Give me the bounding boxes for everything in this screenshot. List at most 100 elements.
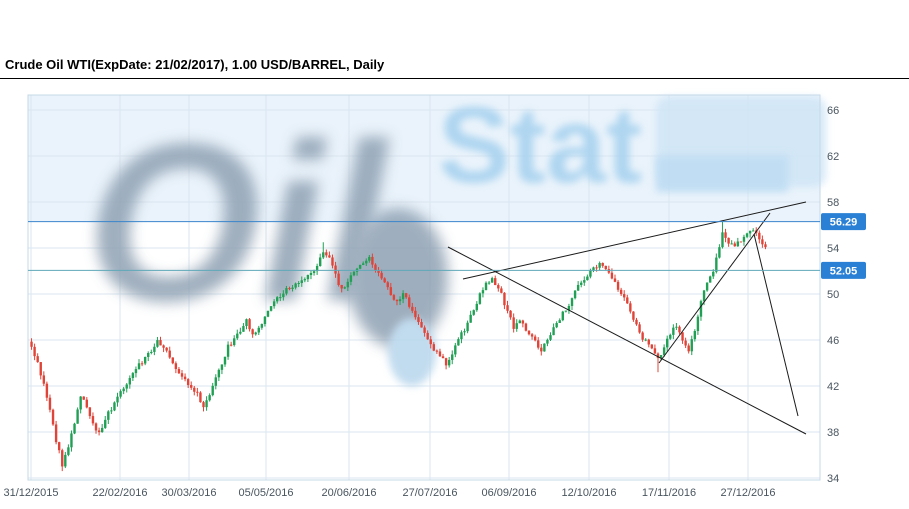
candle-body [629, 303, 632, 312]
candle-body [150, 351, 153, 353]
candle-body [589, 270, 592, 277]
candle-body [490, 278, 494, 283]
candle-body [438, 351, 442, 357]
candle-body [460, 332, 463, 340]
candle-body [107, 411, 110, 420]
candle-body [533, 336, 537, 341]
candle-body [687, 345, 690, 352]
trend-line[interactable] [462, 201, 807, 280]
candle-body [708, 276, 712, 283]
price-badge[interactable] [821, 261, 866, 279]
candle-body [696, 316, 700, 331]
candle-body [684, 340, 687, 346]
watermark: Oil Stat [86, 84, 826, 386]
candle-body [254, 332, 257, 335]
candle-body [641, 332, 644, 340]
candle-body [343, 287, 346, 289]
candle-body [736, 241, 740, 247]
x-axis-label: 20/06/2016 [321, 487, 376, 499]
candle-body [125, 384, 128, 389]
candle-body [226, 344, 230, 357]
candle-body [586, 276, 589, 281]
candle-body [325, 252, 328, 256]
candle-body [368, 256, 371, 261]
trend-line[interactable] [753, 233, 799, 417]
candle-body [758, 232, 761, 240]
candle-body [733, 243, 736, 247]
candle-body [159, 340, 162, 346]
y-axis-label: 58 [827, 197, 839, 209]
candle-body [153, 346, 156, 352]
candle-body [134, 369, 138, 374]
candle-body [395, 299, 399, 302]
candle-body [205, 400, 208, 408]
candle-body [595, 267, 598, 269]
candle-body [570, 298, 574, 306]
candle-body [724, 232, 727, 238]
candle-body [33, 346, 36, 357]
candle-body [432, 344, 436, 351]
y-axis-label: 54 [827, 243, 839, 255]
candle-body [220, 364, 224, 370]
candle-body [702, 290, 706, 302]
candle-body [604, 265, 607, 270]
candle-body [85, 399, 89, 408]
candle-body [51, 409, 55, 425]
candle-body [632, 311, 635, 320]
candle-body [598, 262, 601, 268]
candle-body [110, 410, 113, 412]
price-badge-label: 56.29 [830, 217, 858, 229]
candle-body [401, 293, 405, 300]
candle-body [340, 284, 343, 289]
watermark-word-stat: Stat [438, 84, 642, 205]
candle-body [580, 282, 583, 285]
candle-body [549, 335, 552, 340]
candle-body [592, 267, 595, 271]
candle-body [540, 347, 543, 352]
candle-body [229, 344, 233, 346]
x-axis-label: 27/12/2016 [720, 487, 775, 499]
price-badge[interactable] [821, 213, 866, 231]
candle-body [742, 236, 746, 242]
trend-line[interactable] [658, 212, 771, 364]
candle-body [76, 409, 79, 424]
candle-body [650, 344, 654, 349]
y-axis-label: 34 [827, 473, 839, 485]
y-axis-label: 46 [827, 335, 839, 347]
candle-body [36, 356, 39, 363]
candle-body [137, 363, 141, 370]
candle-body [162, 345, 165, 348]
candle-body [61, 450, 64, 467]
candle-body [140, 363, 144, 365]
candle-body [503, 292, 506, 306]
candle-body [165, 347, 168, 351]
candle-body [337, 273, 340, 285]
candle-body [57, 442, 61, 451]
candle-body [300, 280, 303, 284]
candle-body [361, 263, 365, 265]
candle-body [312, 271, 316, 274]
candle-body [497, 285, 500, 289]
candle-body [202, 402, 205, 408]
candle-body [119, 391, 122, 397]
candle-body [543, 343, 546, 352]
candle-body [638, 324, 641, 333]
candle-body [88, 407, 92, 417]
candle-body [478, 293, 482, 304]
candle-body [70, 433, 73, 448]
candle-body [444, 358, 448, 366]
price-badge-label: 52.05 [830, 265, 858, 277]
y-axis-label: 38 [827, 427, 839, 439]
candle-body [389, 287, 393, 296]
candle-body [518, 320, 521, 324]
candle-body [561, 311, 564, 321]
candle-body [463, 331, 466, 333]
y-axis-label: 66 [827, 105, 839, 117]
candle-body [718, 247, 721, 258]
candle-body [739, 241, 743, 243]
candle-body [435, 350, 439, 352]
candle-body [297, 283, 300, 285]
candle-body [266, 310, 270, 317]
trend-line[interactable] [447, 246, 807, 435]
